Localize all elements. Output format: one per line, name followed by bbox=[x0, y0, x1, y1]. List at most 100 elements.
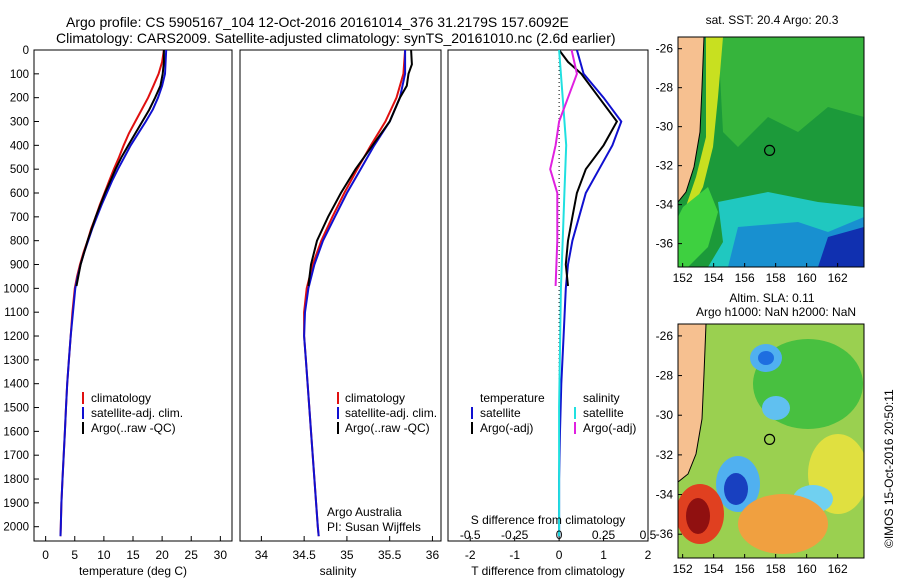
x-tick-label: 35.5 bbox=[378, 548, 402, 562]
s-tick-label: -0.5 bbox=[460, 528, 481, 542]
lat-tick-label: -34 bbox=[656, 488, 674, 502]
x-tick-label: 30 bbox=[214, 548, 228, 562]
argo-australia-note: Argo Australia bbox=[327, 505, 402, 519]
x-tick-label: 35 bbox=[340, 548, 354, 562]
lat-tick-label: -32 bbox=[656, 159, 674, 173]
s-tick-label: 0.5 bbox=[640, 528, 657, 542]
temperature-panel: 0100200300400500600700800900100011001200… bbox=[3, 45, 233, 578]
float-marker bbox=[763, 144, 776, 156]
s-tick-label: 0 bbox=[556, 528, 563, 542]
depth-tick-label: 1800 bbox=[3, 474, 29, 486]
sst-coastline bbox=[678, 37, 705, 203]
salinity-legend: climatology satellite-adj. clim. Argo(..… bbox=[337, 391, 437, 435]
lon-tick-label: 160 bbox=[797, 562, 817, 576]
temperature-series bbox=[59, 49, 168, 537]
salinity-series bbox=[303, 49, 413, 537]
depth-tick-label: 600 bbox=[10, 188, 29, 200]
lon-tick-label: 160 bbox=[797, 271, 817, 285]
salinity-axes-box bbox=[239, 49, 442, 542]
lon-tick-label: 154 bbox=[704, 271, 724, 285]
lat-tick-label: -28 bbox=[656, 369, 674, 383]
legend-label-argo: Argo(..raw -QC) bbox=[345, 421, 430, 435]
x-tick-label: 15 bbox=[126, 548, 140, 562]
sla-red-eddy-core bbox=[686, 498, 710, 534]
t-difference-label: T difference from climatology bbox=[471, 564, 625, 578]
sla-map-title2: Argo h1000: NaN h2000: NaN bbox=[696, 305, 856, 319]
legend-label-temp-argo: Argo(-adj) bbox=[480, 421, 533, 435]
sla-blue-eddy-3-core bbox=[724, 473, 748, 505]
sla-coastline bbox=[678, 324, 707, 483]
sst-land bbox=[678, 37, 704, 202]
legend-title-salinity: salinity bbox=[583, 391, 620, 405]
sst-map-ticks: -26 -28 -30 -32 -34 -36 152 154 156 158 160 162 bbox=[656, 42, 848, 285]
lat-tick-label: -30 bbox=[656, 408, 674, 422]
depth-tick-label: 1000 bbox=[3, 283, 29, 295]
x-tick-label: 2 bbox=[645, 548, 652, 562]
x-tick-label: 36 bbox=[426, 548, 440, 562]
lon-tick-label: 162 bbox=[828, 562, 848, 576]
difference-series bbox=[549, 49, 623, 537]
sla-blue-eddy-2 bbox=[762, 396, 790, 420]
lon-tick-label: 154 bbox=[704, 562, 724, 576]
lon-tick-label: 152 bbox=[673, 271, 693, 285]
lat-tick-label: -26 bbox=[656, 329, 674, 343]
depth-tick-label: 100 bbox=[10, 69, 29, 81]
series-line bbox=[75, 50, 165, 287]
sst-dark-blue bbox=[818, 227, 864, 267]
x-tick-label: -2 bbox=[465, 548, 476, 562]
temperature-xlabel: temperature (deg C) bbox=[79, 564, 187, 578]
x-tick-label: 5 bbox=[71, 548, 78, 562]
series-line bbox=[549, 49, 578, 287]
legend-label-climatology: climatology bbox=[91, 391, 151, 405]
x-tick-label: 34 bbox=[255, 548, 269, 562]
depth-tick-label: 1400 bbox=[3, 379, 29, 391]
legend-label-satellite: satellite-adj. clim. bbox=[345, 406, 437, 420]
legend-label-sal-satellite: satellite bbox=[583, 406, 624, 420]
lat-tick-label: -26 bbox=[656, 42, 674, 56]
sst-map: sat. SST: 20.4 Argo: 20.3 -26 -28 -30 -32 -3… bbox=[656, 13, 865, 285]
lon-tick-label: 152 bbox=[673, 562, 693, 576]
depth-tick-label: 900 bbox=[10, 260, 29, 272]
lon-tick-label: 162 bbox=[828, 271, 848, 285]
lat-tick-label: -32 bbox=[656, 448, 674, 462]
lat-tick-label: -36 bbox=[656, 237, 674, 251]
x-tick-label: -1 bbox=[509, 548, 520, 562]
depth-tick-label: 400 bbox=[10, 140, 29, 152]
x-tick-label: 0 bbox=[42, 548, 49, 562]
sst-map-title: sat. SST: 20.4 Argo: 20.3 bbox=[706, 13, 839, 27]
sla-map: Altim. SLA: 0.11 Argo h1000: NaN h2000: … bbox=[656, 291, 865, 576]
depth-tick-label: 1100 bbox=[4, 307, 29, 319]
x-tick-label: 25 bbox=[185, 548, 199, 562]
difference-legend: temperature salinity satellite Argo(-adj… bbox=[471, 391, 636, 435]
salinity-xlabel: salinity bbox=[320, 564, 357, 578]
salinity-panel: 34 34.5 35 35.5 36 climatology satellite-adj… bbox=[239, 49, 442, 578]
lat-tick-label: -28 bbox=[656, 81, 674, 95]
legend-title-temperature: temperature bbox=[480, 391, 545, 405]
s-difference-label: S difference from climatology bbox=[471, 513, 626, 527]
pi-note: PI: Susan Wijffels bbox=[327, 520, 421, 534]
sla-orange-band bbox=[738, 494, 828, 554]
x-tick-label: 1 bbox=[600, 548, 607, 562]
legend-label-temp-satellite: satellite bbox=[480, 406, 521, 420]
imos-footer: ©IMOS 15-Oct-2016 20:50:11 bbox=[882, 389, 896, 548]
x-tick-label: 10 bbox=[97, 548, 111, 562]
depth-tick-label: 1500 bbox=[3, 403, 29, 415]
depth-tick-label: 1600 bbox=[3, 426, 29, 438]
sst-map-frame bbox=[677, 36, 865, 268]
sst-bright-green bbox=[678, 187, 718, 267]
series-line bbox=[558, 49, 623, 537]
depth-tick-label: 1300 bbox=[3, 355, 29, 367]
x-tick-label: 20 bbox=[155, 548, 169, 562]
depth-tick-label: 1200 bbox=[3, 331, 29, 343]
float-marker bbox=[763, 433, 776, 445]
sla-map-frame bbox=[677, 323, 865, 559]
difference-ticks: -2 -1 0 1 2 bbox=[465, 536, 652, 562]
lon-tick-label: 156 bbox=[735, 271, 755, 285]
sla-land bbox=[678, 324, 706, 482]
x-tick-label: 34.5 bbox=[292, 548, 316, 562]
series-line bbox=[558, 49, 568, 537]
salinity-ticks: 34 34.5 35 35.5 36 bbox=[255, 536, 440, 562]
depth-tick-label: 700 bbox=[10, 212, 29, 224]
depth-tick-label: 0 bbox=[23, 45, 29, 57]
